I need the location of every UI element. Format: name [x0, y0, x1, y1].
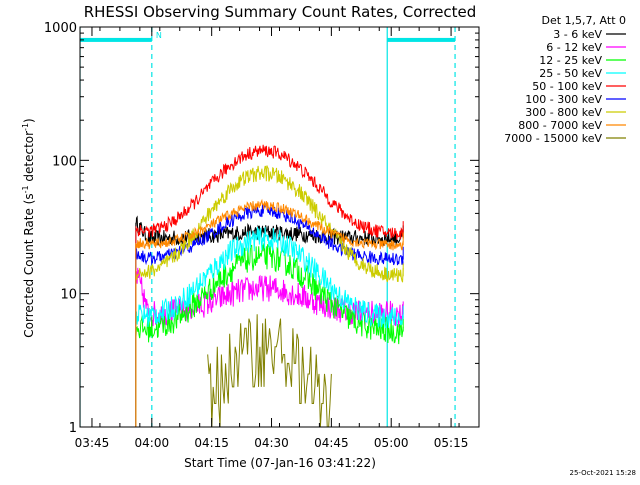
legend-label-3: 25 - 50 keV — [539, 67, 602, 80]
legend-label-0: 3 - 6 keV — [553, 28, 602, 41]
x-axis-label: Start Time (07-Jan-16 03:41:22) — [184, 456, 376, 470]
night-bar-1 — [387, 37, 456, 42]
series-line-5 — [135, 203, 404, 266]
x-tick-label: 04:45 — [314, 436, 349, 450]
series-line-4 — [135, 144, 404, 240]
plot-content: N — [80, 27, 456, 427]
y-tick-label: 100 — [52, 154, 77, 169]
y-axis-label-sup1: -1 — [21, 185, 30, 193]
series-line-6 — [135, 165, 404, 283]
y-axis-label-sup2: -1 — [21, 123, 30, 131]
legend-label-7: 800 - 7000 keV — [518, 119, 602, 132]
legend-label-4: 50 - 100 keV — [532, 80, 602, 93]
legend-label-5: 100 - 300 keV — [525, 93, 602, 106]
series-line-1 — [135, 267, 404, 328]
y-axis-label: Corrected Count Rate (s-1 detector-1) — [21, 118, 36, 337]
x-tick-label: 04:00 — [135, 436, 170, 450]
x-tick-label: 03:45 — [75, 436, 110, 450]
legend-label-8: 7000 - 15000 keV — [504, 132, 602, 145]
timestamp-label: 25-Oct-2021 15:28 — [570, 469, 636, 477]
y-tick-label: 1 — [69, 421, 77, 436]
series-line-8 — [207, 314, 332, 427]
chart-title: RHESSI Observing Summary Count Rates, Co… — [84, 3, 477, 21]
legend-label-6: 300 - 800 keV — [525, 106, 602, 119]
y-tick-label: 1000 — [44, 21, 77, 36]
axis-ticks: 1 10 100 1000 03:45 04:00 04:15 04:30 04:45 05:00… — [44, 21, 480, 450]
x-tick-label: 04:15 — [194, 436, 229, 450]
legend-label-1: 6 - 12 keV — [546, 41, 602, 54]
series-line-3 — [135, 226, 404, 329]
legend-label-2: 12 - 25 keV — [539, 54, 602, 67]
y-tick-label: 10 — [60, 288, 77, 303]
x-tick-label: 04:30 — [254, 436, 289, 450]
legend-header: Det 1,5,7, Att 0 — [542, 14, 626, 27]
series-line-7 — [135, 198, 404, 251]
x-tick-label: 05:00 — [374, 436, 409, 450]
y-axis-label-end: ) — [22, 118, 36, 123]
annotation-n: N — [156, 31, 162, 40]
x-tick-label: 05:15 — [434, 436, 469, 450]
y-axis-label-mid: detector — [22, 131, 36, 186]
night-bar-0 — [80, 37, 152, 42]
y-axis-label-main: Corrected Count Rate (s — [22, 193, 36, 337]
